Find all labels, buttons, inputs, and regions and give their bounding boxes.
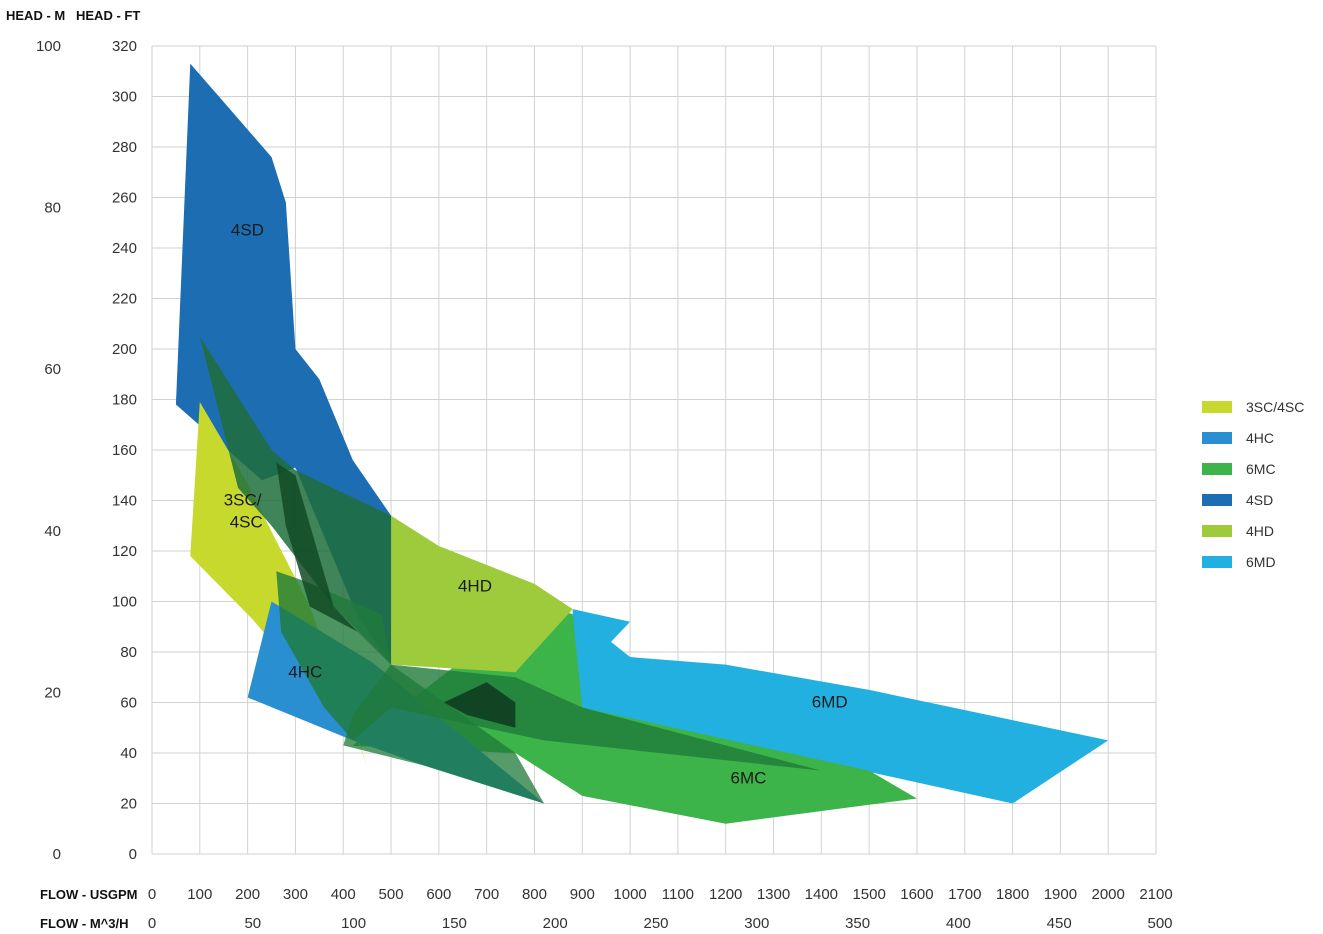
y-m-tick: 60 (44, 361, 61, 378)
flow-usgpm-header: FLOW - USGPM (40, 887, 138, 902)
x-usgpm-tick: 1500 (852, 886, 885, 903)
pump-zones (175, 63, 1109, 824)
x-usgpm-tick: 1300 (757, 886, 790, 903)
x-usgpm-tick: 800 (522, 886, 547, 903)
y-ft-tick: 200 (112, 341, 137, 358)
legend-label: 4HC (1246, 430, 1274, 446)
x-m3h-tick: 250 (643, 915, 668, 932)
head-ft-header: HEAD - FT (76, 8, 140, 23)
zone-labels: 6MD 6MC 4HD 4SD 3SC/4SC 4HC (224, 220, 848, 787)
y-ft-tick: 180 (112, 392, 137, 409)
legend-swatch (1202, 463, 1232, 475)
y-m-tick: 20 (44, 684, 61, 701)
x-m3h-tick: 150 (442, 915, 467, 932)
x-usgpm-tick: 500 (379, 886, 404, 903)
x-m3h-tick: 350 (845, 915, 870, 932)
x-usgpm-tick: 1400 (805, 886, 838, 903)
y-ft-tick: 320 (112, 38, 137, 55)
y-ft-tick: 80 (120, 644, 137, 661)
zone-label-6md: 6MD (812, 693, 848, 712)
x-usgpm-tick: 0 (148, 886, 156, 903)
legend-swatch (1202, 494, 1232, 506)
x-m3h-tick: 200 (543, 915, 568, 932)
y-ft-tick: 100 (112, 594, 137, 611)
head-m-header: HEAD - M (6, 8, 65, 23)
x-m3h-tick: 50 (244, 915, 261, 932)
zone-label-4hc: 4HC (288, 662, 322, 681)
y-ft-tick: 120 (112, 543, 137, 560)
x-usgpm-tick: 2100 (1139, 886, 1172, 903)
y-ft-tick: 160 (112, 442, 137, 459)
x-usgpm-tick: 400 (331, 886, 356, 903)
legend-label: 6MD (1246, 554, 1276, 570)
y-m-tick: 0 (53, 846, 61, 863)
legend-swatch (1202, 401, 1232, 413)
y-ft-tick: 60 (120, 695, 137, 712)
y-ft-tick: 260 (112, 190, 137, 207)
legend-label: 3SC/4SC (1246, 399, 1304, 415)
zone-overlap (276, 462, 392, 665)
zone-overlap (276, 571, 822, 771)
x-m3h-tick: 500 (1147, 915, 1172, 932)
legend-swatch (1202, 556, 1232, 568)
legend-swatch (1202, 432, 1232, 444)
x-usgpm-tick: 300 (283, 886, 308, 903)
zone-4hd (391, 515, 573, 673)
x-usgpm-tick: 1000 (613, 886, 646, 903)
y-ft-tick: 140 (112, 493, 137, 510)
y-ft-tick: 300 (112, 89, 137, 106)
zone-label-4hd: 4HD (458, 576, 492, 595)
y-m-tick: 80 (44, 200, 61, 217)
flow-m3h-header: FLOW - M^3/H (40, 916, 128, 931)
x-usgpm-tick: 600 (426, 886, 451, 903)
zone-label-3sc-4sc: 3SC/4SC (224, 491, 263, 532)
x-usgpm-tick: 2000 (1092, 886, 1125, 903)
legend-label: 4SD (1246, 492, 1273, 508)
y-ft-tick: 0 (129, 846, 137, 863)
legend-swatch (1202, 525, 1232, 537)
zone-label-4sd: 4SD (231, 220, 264, 239)
x-usgpm-tick: 1600 (900, 886, 933, 903)
legend-label: 6MC (1246, 461, 1276, 477)
zone-overlap (443, 682, 516, 728)
zone-label-6mc: 6MC (730, 768, 766, 787)
zone-overlap (343, 664, 545, 804)
y-ft-tick: 220 (112, 291, 137, 308)
x-m3h-tick: 450 (1047, 915, 1072, 932)
x-m3h-tick: 300 (744, 915, 769, 932)
x-usgpm-tick: 700 (474, 886, 499, 903)
x-m3h-tick: 400 (946, 915, 971, 932)
x-usgpm-tick: 1900 (1044, 886, 1077, 903)
zone-6md (572, 609, 1109, 804)
x-m3h-tick: 100 (341, 915, 366, 932)
x-usgpm-tick: 1700 (948, 886, 981, 903)
y-ft-tick: 280 (112, 139, 137, 156)
x-usgpm-tick: 1100 (662, 886, 694, 903)
x-usgpm-tick: 900 (570, 886, 595, 903)
y-ft-tick: 20 (120, 796, 137, 813)
x-usgpm-tick: 1800 (996, 886, 1029, 903)
y-m-tick: 40 (44, 523, 61, 540)
legend: 3SC/4SC 4HC 6MC 4SD 4HD 6MD (1202, 399, 1304, 570)
x-usgpm-tick: 100 (187, 886, 212, 903)
y-ft-tick: 240 (112, 240, 137, 257)
y-m-tick: 100 (36, 38, 61, 55)
x-usgpm-tick: 1200 (709, 886, 742, 903)
legend-label: 4HD (1246, 523, 1274, 539)
y-ft-tick: 40 (120, 745, 137, 762)
x-m3h-tick: 0 (148, 915, 156, 932)
x-usgpm-tick: 200 (235, 886, 260, 903)
axis-ticks: 0204060801001201401601802002202402602803… (36, 38, 1173, 932)
